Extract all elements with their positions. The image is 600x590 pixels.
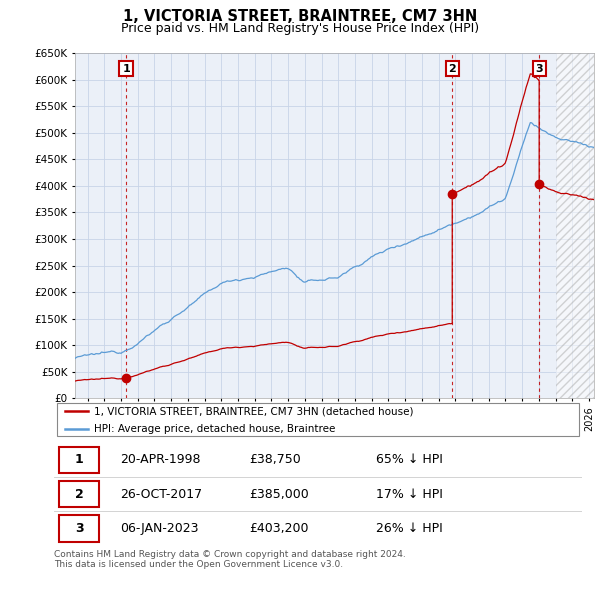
- Text: 26-OCT-2017: 26-OCT-2017: [120, 487, 202, 501]
- Text: 26% ↓ HPI: 26% ↓ HPI: [376, 522, 443, 535]
- Text: £38,750: £38,750: [250, 453, 301, 466]
- Text: Contains HM Land Registry data © Crown copyright and database right 2024.
This d: Contains HM Land Registry data © Crown c…: [54, 550, 406, 569]
- FancyBboxPatch shape: [59, 447, 99, 473]
- Text: Price paid vs. HM Land Registry's House Price Index (HPI): Price paid vs. HM Land Registry's House …: [121, 22, 479, 35]
- FancyBboxPatch shape: [59, 481, 99, 507]
- Text: 3: 3: [535, 64, 543, 74]
- FancyBboxPatch shape: [56, 402, 580, 437]
- Text: 1, VICTORIA STREET, BRAINTREE, CM7 3HN: 1, VICTORIA STREET, BRAINTREE, CM7 3HN: [123, 9, 477, 24]
- Text: 1: 1: [122, 64, 130, 74]
- Text: HPI: Average price, detached house, Braintree: HPI: Average price, detached house, Brai…: [94, 424, 335, 434]
- Text: £385,000: £385,000: [250, 487, 309, 501]
- FancyBboxPatch shape: [59, 516, 99, 542]
- Text: 17% ↓ HPI: 17% ↓ HPI: [376, 487, 443, 501]
- Text: 3: 3: [75, 522, 83, 535]
- Text: 06-JAN-2023: 06-JAN-2023: [120, 522, 199, 535]
- Text: 1: 1: [75, 453, 83, 466]
- Text: 65% ↓ HPI: 65% ↓ HPI: [376, 453, 443, 466]
- Text: 2: 2: [448, 64, 456, 74]
- Text: 1, VICTORIA STREET, BRAINTREE, CM7 3HN (detached house): 1, VICTORIA STREET, BRAINTREE, CM7 3HN (…: [94, 406, 413, 416]
- Text: £403,200: £403,200: [250, 522, 309, 535]
- Text: 20-APR-1998: 20-APR-1998: [120, 453, 200, 466]
- Text: 2: 2: [75, 487, 83, 501]
- Bar: [556, 53, 594, 398]
